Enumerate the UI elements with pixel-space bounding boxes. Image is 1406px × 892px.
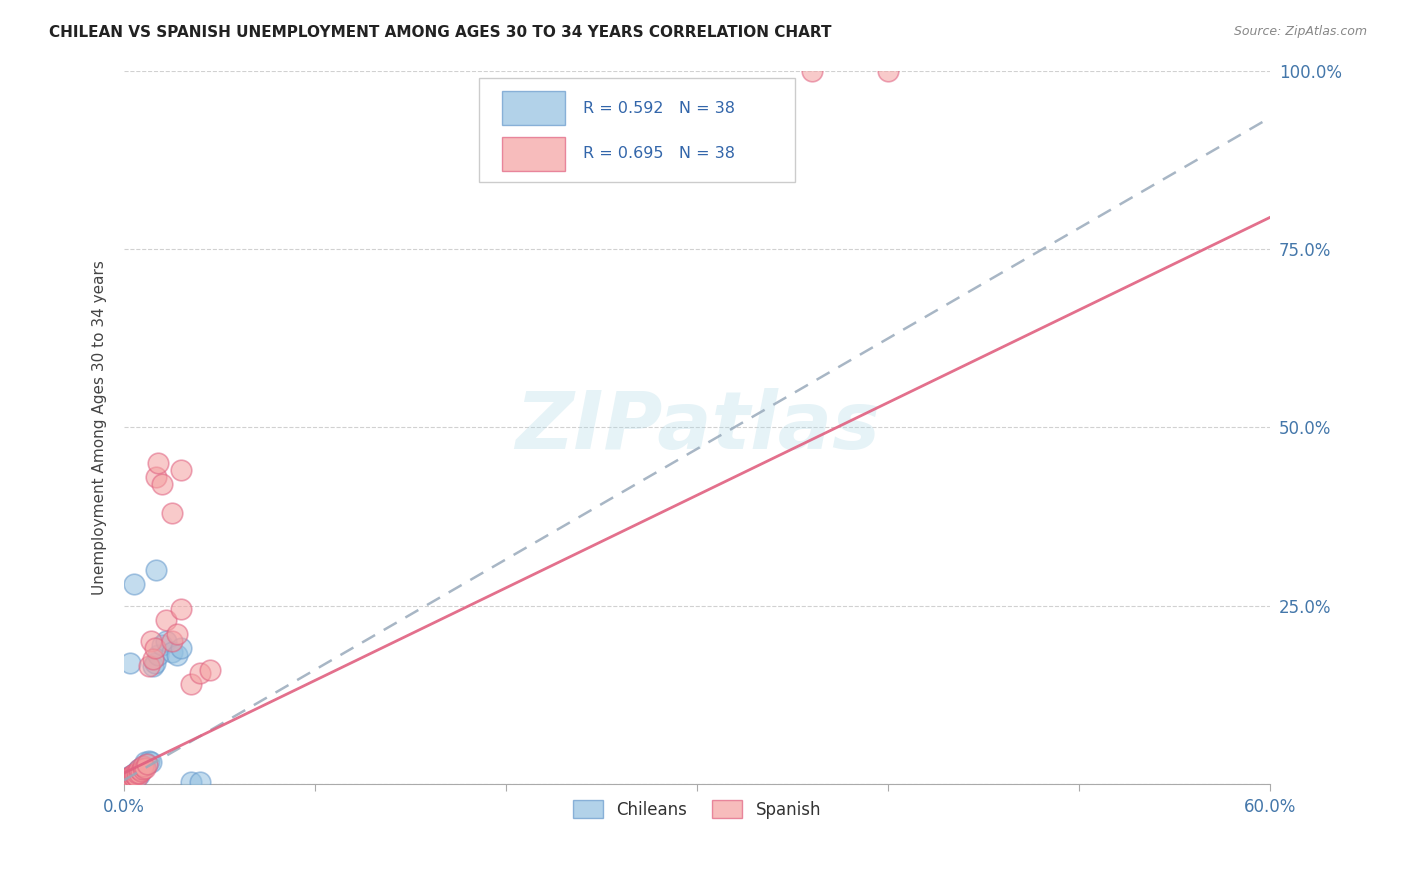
Point bbox=[139, 756, 162, 770]
Point bbox=[142, 659, 165, 673]
Text: Source: ZipAtlas.com: Source: ZipAtlas.com bbox=[1233, 25, 1367, 38]
Point bbox=[139, 634, 162, 648]
Point bbox=[115, 773, 138, 788]
Point bbox=[115, 774, 138, 789]
Point bbox=[121, 771, 143, 785]
Point bbox=[134, 761, 156, 775]
Text: CHILEAN VS SPANISH UNEMPLOYMENT AMONG AGES 30 TO 34 YEARS CORRELATION CHART: CHILEAN VS SPANISH UNEMPLOYMENT AMONG AG… bbox=[49, 25, 832, 40]
Point bbox=[143, 641, 166, 656]
Text: ZIPatlas: ZIPatlas bbox=[515, 388, 880, 467]
Point bbox=[128, 763, 150, 777]
Point bbox=[118, 772, 141, 787]
Point bbox=[145, 563, 167, 577]
Point bbox=[180, 677, 202, 691]
Y-axis label: Unemployment Among Ages 30 to 34 years: Unemployment Among Ages 30 to 34 years bbox=[93, 260, 107, 595]
Point bbox=[138, 659, 160, 673]
Point bbox=[121, 768, 143, 782]
Point bbox=[198, 663, 221, 677]
Point bbox=[148, 648, 170, 663]
Point bbox=[135, 756, 157, 771]
Point bbox=[118, 770, 141, 784]
Point bbox=[150, 638, 173, 652]
Point bbox=[118, 772, 141, 787]
Point bbox=[180, 775, 202, 789]
Point bbox=[121, 768, 143, 782]
Point bbox=[115, 774, 138, 789]
Point bbox=[170, 463, 193, 477]
Point bbox=[145, 470, 167, 484]
Point bbox=[124, 766, 146, 780]
Point bbox=[800, 64, 823, 78]
Point bbox=[148, 456, 170, 470]
Point bbox=[160, 645, 183, 659]
Point bbox=[190, 666, 212, 681]
Point bbox=[118, 770, 141, 784]
Point bbox=[128, 763, 150, 777]
Point bbox=[117, 771, 139, 785]
Legend: Chileans, Spanish: Chileans, Spanish bbox=[567, 794, 828, 825]
Point bbox=[117, 771, 139, 785]
Point bbox=[115, 773, 138, 788]
Point bbox=[121, 771, 143, 785]
Point bbox=[166, 648, 188, 663]
Point bbox=[122, 766, 145, 780]
Point bbox=[160, 634, 183, 648]
Point bbox=[129, 761, 152, 775]
Point bbox=[132, 763, 155, 777]
Point bbox=[117, 773, 139, 788]
Point bbox=[117, 770, 139, 784]
Point bbox=[129, 764, 152, 778]
Point bbox=[122, 770, 145, 784]
Point bbox=[134, 756, 156, 770]
FancyBboxPatch shape bbox=[502, 91, 565, 125]
Point bbox=[122, 577, 145, 591]
Point bbox=[118, 773, 141, 788]
Point bbox=[150, 477, 173, 491]
Point bbox=[132, 759, 155, 773]
Point bbox=[128, 766, 150, 780]
Point bbox=[877, 64, 900, 78]
Point bbox=[142, 652, 165, 666]
Point bbox=[155, 613, 177, 627]
Point bbox=[122, 772, 145, 787]
Point bbox=[117, 774, 139, 789]
Text: R = 0.695   N = 38: R = 0.695 N = 38 bbox=[582, 146, 734, 161]
Point bbox=[122, 770, 145, 784]
Point bbox=[128, 768, 150, 782]
Point bbox=[124, 768, 146, 782]
Point bbox=[155, 634, 177, 648]
FancyBboxPatch shape bbox=[479, 78, 794, 182]
Text: R = 0.592   N = 38: R = 0.592 N = 38 bbox=[582, 101, 734, 116]
Point bbox=[127, 770, 149, 784]
Point bbox=[160, 506, 183, 520]
Point bbox=[115, 775, 138, 789]
Point bbox=[170, 602, 193, 616]
Point bbox=[117, 773, 139, 788]
Point bbox=[143, 656, 166, 670]
Point bbox=[135, 756, 157, 771]
Point bbox=[127, 764, 149, 778]
Point bbox=[124, 768, 146, 782]
Point bbox=[127, 766, 149, 780]
Point bbox=[166, 627, 188, 641]
Point bbox=[118, 656, 141, 670]
Point bbox=[170, 641, 193, 656]
Point bbox=[132, 759, 155, 773]
Point bbox=[138, 754, 160, 768]
FancyBboxPatch shape bbox=[502, 136, 565, 171]
Point bbox=[190, 774, 212, 789]
